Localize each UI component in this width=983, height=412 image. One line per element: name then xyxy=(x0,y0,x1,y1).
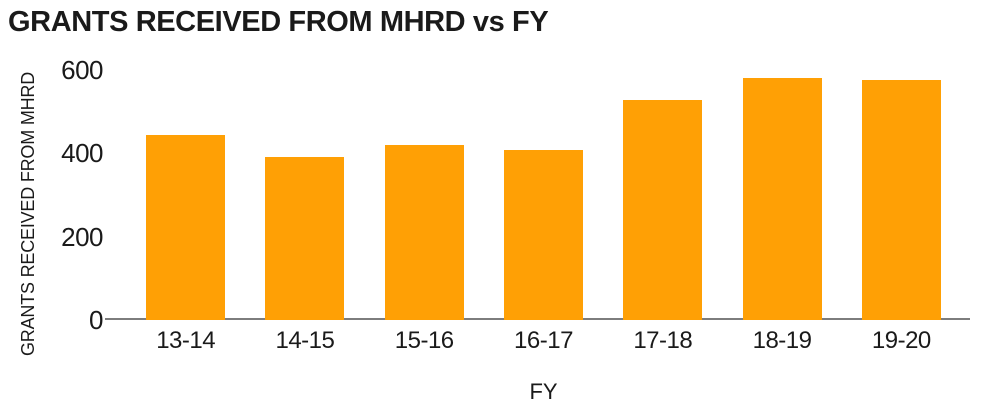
bar-16-17 xyxy=(503,150,583,320)
x-tick-label: 19-20 xyxy=(871,327,931,354)
y-tick-labels: 0 200 400 600 xyxy=(0,57,103,333)
x-tick-label: 14-15 xyxy=(275,327,335,354)
bar-13-14 xyxy=(146,134,226,320)
bar-slot xyxy=(245,70,364,320)
x-tick-labels: 13-14 14-15 15-16 16-17 17-18 18-19 19-20 xyxy=(126,329,961,353)
y-tick-label: 0 xyxy=(89,305,103,335)
bar-15-16 xyxy=(384,145,464,320)
x-tick-label: 16-17 xyxy=(514,327,573,354)
bar-14-15 xyxy=(265,156,345,320)
bar-slot xyxy=(603,70,722,320)
x-axis-title: FY xyxy=(529,379,558,404)
y-tick-label: 400 xyxy=(61,138,103,169)
bar-slot xyxy=(126,70,245,320)
y-tick-label: 600 xyxy=(61,55,103,85)
bars-layer xyxy=(126,70,961,320)
x-tick-label: 13-14 xyxy=(156,327,216,354)
x-tick-label: 18-19 xyxy=(752,327,812,354)
bar-slot xyxy=(842,70,961,320)
bar-slot xyxy=(365,70,484,320)
bar-18-19 xyxy=(742,77,822,320)
bar-slot xyxy=(484,70,603,320)
x-tick-label: 17-18 xyxy=(633,327,693,354)
bar-19-20 xyxy=(861,79,941,320)
y-tick-label: 200 xyxy=(61,221,103,252)
x-tick-label: 15-16 xyxy=(394,327,454,354)
bar-slot xyxy=(722,70,841,320)
chart-title: GRANTS RECEIVED FROM MHRD vs FY xyxy=(8,6,549,38)
bar-17-18 xyxy=(623,100,703,320)
